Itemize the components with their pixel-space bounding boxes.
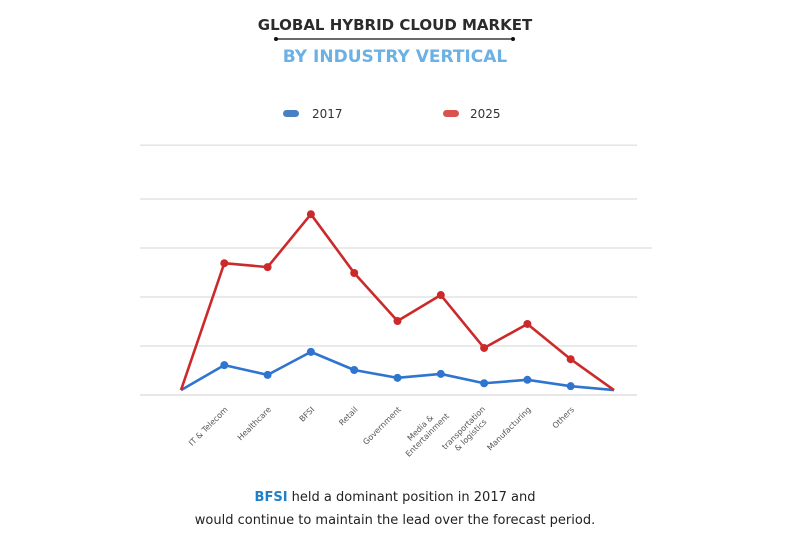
x-tick-label: IT & Telecom [187, 405, 230, 448]
chart-subtitle: BY INDUSTRY VERTICAL [283, 47, 508, 67]
x-tick-label: Manufacturing [485, 405, 532, 452]
title-divider [274, 37, 515, 41]
series-line-2025 [179, 212, 615, 392]
data-point-2025 [480, 343, 489, 352]
x-tick-label: Media &Entertainment [397, 404, 451, 458]
x-tick-label: Retail [337, 405, 359, 427]
x-tick-label-line: Government [361, 405, 403, 447]
series-group [179, 210, 615, 392]
data-point-2017 [523, 375, 532, 384]
data-point-2025 [393, 317, 402, 326]
legend: 2017 2025 [283, 107, 501, 121]
legend-marker-2017 [283, 110, 299, 117]
x-tick-label-line: Others [551, 405, 576, 430]
x-tick-label-line: Manufacturing [485, 405, 532, 452]
x-tick-label: transportation& logistics [440, 405, 494, 459]
legend-label-2025: 2025 [470, 107, 501, 121]
data-point-2025 [350, 268, 359, 277]
x-tick-label-line: Healthcare [236, 405, 273, 442]
data-point-2017 [566, 382, 575, 391]
x-tick-label: Healthcare [236, 405, 273, 442]
chart-title: GLOBAL HYBRID CLOUD MARKET [258, 16, 533, 34]
x-tick-label: Government [361, 405, 403, 447]
data-point-2017 [263, 370, 272, 379]
data-point-2017 [393, 373, 402, 382]
series-line-2017 [180, 350, 615, 392]
data-point-2017 [306, 347, 315, 356]
caption-highlight: BFSI [255, 490, 288, 505]
caption-line-1: BFSI held a dominant position in 2017 an… [255, 490, 536, 505]
caption-line-2: would continue to maintain the lead over… [195, 513, 595, 528]
legend-label-2017: 2017 [312, 107, 343, 121]
data-point-2017 [480, 379, 489, 388]
data-point-2025 [220, 259, 229, 268]
data-point-2017 [436, 369, 445, 378]
x-tick-label-line: Retail [337, 405, 359, 427]
x-tick-label: Others [551, 405, 576, 430]
x-tick-label-line: IT & Telecom [187, 405, 230, 448]
series-2025 [179, 210, 615, 392]
x-axis-labels: IT & Telecom Healthcare BFSI Retail Governme… [187, 404, 576, 459]
caption-line-1-text: held a dominant position in 2017 and [288, 490, 536, 505]
data-point-2017 [350, 366, 359, 375]
data-point-2025 [523, 319, 532, 328]
x-tick-label-line: BFSI [298, 405, 317, 424]
data-point-2025 [436, 291, 445, 300]
data-point-2025 [263, 263, 272, 272]
gridlines [140, 144, 652, 396]
data-point-2025 [306, 210, 315, 219]
data-point-2025 [566, 355, 575, 364]
x-tick-label: BFSI [298, 405, 317, 424]
series-2017 [180, 347, 615, 392]
data-point-2017 [220, 361, 229, 370]
legend-marker-2025 [443, 110, 459, 117]
